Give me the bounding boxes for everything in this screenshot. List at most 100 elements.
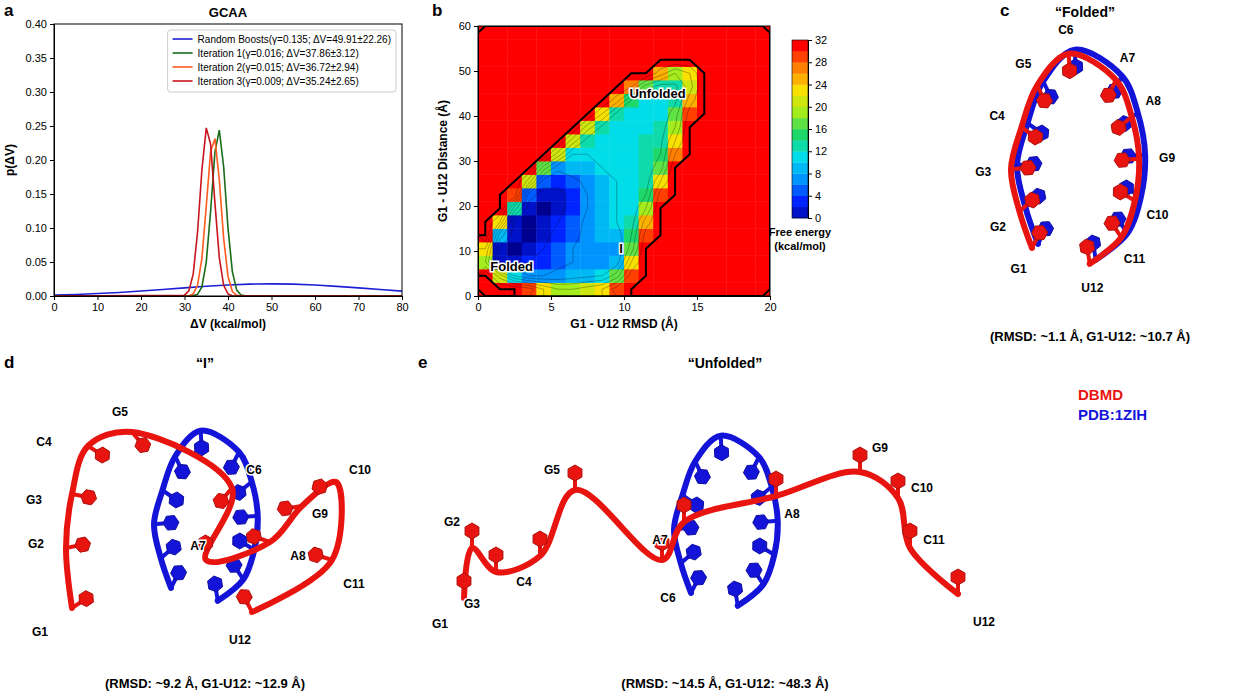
heat-cell xyxy=(741,40,756,54)
residue-label: G3 xyxy=(26,493,42,507)
tick: 32 xyxy=(808,34,827,46)
heat-cell xyxy=(595,242,610,256)
heat-cell xyxy=(536,67,551,81)
heat-cell xyxy=(726,242,741,256)
tick-mark xyxy=(474,161,478,162)
base xyxy=(568,465,582,481)
heat-cell xyxy=(507,134,522,148)
heat-cell xyxy=(668,40,683,54)
tick-mark xyxy=(185,296,186,300)
heat-cell xyxy=(580,121,595,135)
heat-cell xyxy=(478,202,493,216)
base xyxy=(686,544,701,560)
residue-label: G5 xyxy=(112,405,128,419)
heat-cell xyxy=(755,94,770,108)
tick-label: 10 xyxy=(618,301,630,313)
colorbar-band xyxy=(792,174,808,185)
colorbar-band xyxy=(792,151,808,162)
heat-cell xyxy=(551,107,566,121)
heat-cell xyxy=(741,256,756,270)
heat-cell xyxy=(536,256,551,270)
tick-mark xyxy=(402,296,403,300)
heat-cell xyxy=(726,269,741,283)
heat-cell xyxy=(741,215,756,229)
heat-cell xyxy=(478,175,493,189)
colorbar-band xyxy=(792,129,808,140)
heat-cell xyxy=(522,134,537,148)
tick-label: 0 xyxy=(51,301,57,313)
heat-cell xyxy=(726,107,741,121)
residue-label: A7 xyxy=(1120,51,1136,65)
tick-label: 24 xyxy=(815,79,827,91)
tick-label: 60 xyxy=(309,301,321,313)
heat-cell xyxy=(741,269,756,283)
tick: 20 xyxy=(808,101,827,113)
heat-cell xyxy=(566,229,581,243)
heat-cell xyxy=(726,229,741,243)
residue-label: U12 xyxy=(973,615,995,629)
tick-label: 30 xyxy=(179,301,191,313)
colorbar-band xyxy=(792,196,808,207)
tick-mark xyxy=(98,296,99,300)
residue-label: A7 xyxy=(652,533,668,547)
base xyxy=(746,563,762,577)
tick: 0.40 xyxy=(26,18,54,30)
heat-cell xyxy=(741,67,756,81)
heat-cell xyxy=(682,215,697,229)
heat-cell xyxy=(668,134,683,148)
heat-cell xyxy=(478,53,493,67)
residue-label: A8 xyxy=(784,507,800,521)
heat-cell xyxy=(580,242,595,256)
tick-mark xyxy=(808,129,812,130)
heat-cell xyxy=(624,188,639,202)
heat-cell xyxy=(726,80,741,94)
heat-cell xyxy=(551,121,566,135)
legend-label: Iteration 2(γ=0.015; ΔV=36.72±2.94) xyxy=(198,62,359,73)
heat-cell xyxy=(551,94,566,108)
heat-cell xyxy=(682,188,697,202)
heat-cell xyxy=(726,67,741,81)
heat-cell xyxy=(639,134,654,148)
colorbar-band xyxy=(792,207,808,218)
tick: 20 xyxy=(459,200,478,212)
heat-cell xyxy=(595,40,610,54)
heat-cell xyxy=(478,26,493,40)
heat-cell xyxy=(522,53,537,67)
tick-label: 0.35 xyxy=(26,52,47,64)
base xyxy=(171,566,187,580)
heat-cell xyxy=(551,40,566,54)
residue-label: G2 xyxy=(28,537,44,551)
heat-cell xyxy=(755,175,770,189)
contour-line xyxy=(478,26,770,296)
panel-a: aGCAA010203040506070800.000.050.100.150.… xyxy=(3,1,409,331)
tick: 0 xyxy=(808,212,821,224)
base xyxy=(312,479,327,495)
heat-cell xyxy=(536,229,551,243)
heat-cell xyxy=(712,134,727,148)
tick-mark xyxy=(808,174,812,175)
heat-cell xyxy=(697,269,712,283)
heat-cell xyxy=(580,80,595,94)
tick-mark xyxy=(808,85,812,86)
tick-label: 40 xyxy=(222,301,234,313)
tick: 0 xyxy=(475,296,481,313)
heat-cell xyxy=(580,175,595,189)
heat-cell xyxy=(522,121,537,135)
heat-cell xyxy=(478,148,493,162)
heat-cell xyxy=(712,121,727,135)
base xyxy=(169,492,183,508)
contour-line xyxy=(478,26,770,296)
x-axis-title: ΔV (kcal/mol) xyxy=(190,317,266,331)
legend-swatch xyxy=(173,52,193,54)
contour-line xyxy=(478,26,770,296)
figure: aGCAA010203040506070800.000.050.100.150.… xyxy=(0,0,1259,696)
heat-cell xyxy=(493,161,508,175)
base xyxy=(135,438,151,453)
base xyxy=(728,581,743,597)
heat-cell xyxy=(536,188,551,202)
base xyxy=(223,460,239,474)
base xyxy=(743,465,759,479)
tick-mark xyxy=(359,296,360,300)
heat-cell xyxy=(682,107,697,121)
heat-cell xyxy=(551,67,566,81)
